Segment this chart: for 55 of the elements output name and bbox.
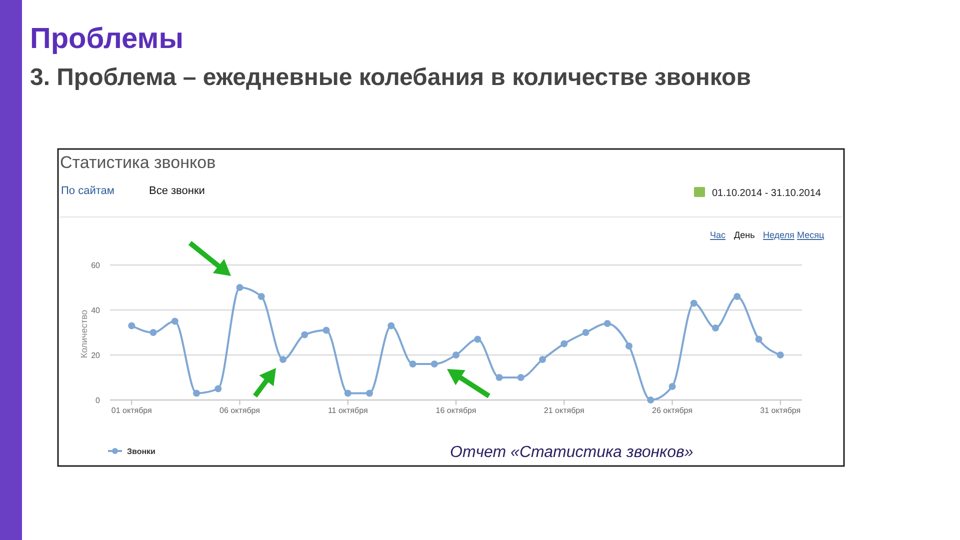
y-tick-label: 20 [91,351,101,360]
y-tick-label: 40 [91,306,101,315]
point [171,318,178,325]
point [776,352,784,358]
point [604,320,611,327]
point [322,326,330,334]
point [539,356,546,363]
text: День [734,230,756,240]
point [128,322,136,330]
text: Неделя [763,230,795,240]
point [668,383,676,390]
x-tick-label: 01 октября [111,406,152,415]
point [647,396,654,404]
text: Статистика звонков [60,153,216,172]
text: Месяц [797,230,824,240]
text: 01.10.2014 - 31.10.2014 [712,188,822,199]
text: Отчет «Статистика звонков» [450,444,694,461]
point [560,340,568,348]
point [214,385,222,392]
point [280,356,286,363]
point [236,284,244,291]
legend-label: Звонки [127,447,156,456]
x-tick-label: 26 октября [652,406,692,415]
text: Все звонки [149,185,205,197]
point [452,352,460,358]
x-tick-label: 11 октября [328,406,368,415]
chart-title: Проблемы [30,23,184,55]
y-tick-label: 0 [96,396,101,405]
text: По сайтам [61,185,114,197]
point [755,336,762,343]
point [193,390,200,397]
x-tick-label: 06 октября [220,406,260,415]
point [430,360,438,368]
x-tick-label: 16 октября [436,406,476,415]
point [150,329,157,336]
point [496,374,503,381]
point [474,336,482,343]
point [366,390,373,397]
point [626,342,632,350]
point [344,390,352,397]
point [517,374,524,381]
y-tick-label: 60 [91,261,101,270]
point [734,293,741,300]
point [409,360,416,368]
x-tick-label: 31 октября [760,406,801,415]
point [690,300,698,307]
text: Час [710,230,726,240]
y-axis-title: Количество [79,310,89,358]
point [301,331,308,338]
point [582,329,590,336]
chart-subtitle: 3. Проблема – ежедневные колебания в количестве звонков [30,63,752,93]
point [258,293,265,300]
x-tick-label: 21 октября [544,406,584,415]
point [712,324,719,332]
point [388,322,395,330]
